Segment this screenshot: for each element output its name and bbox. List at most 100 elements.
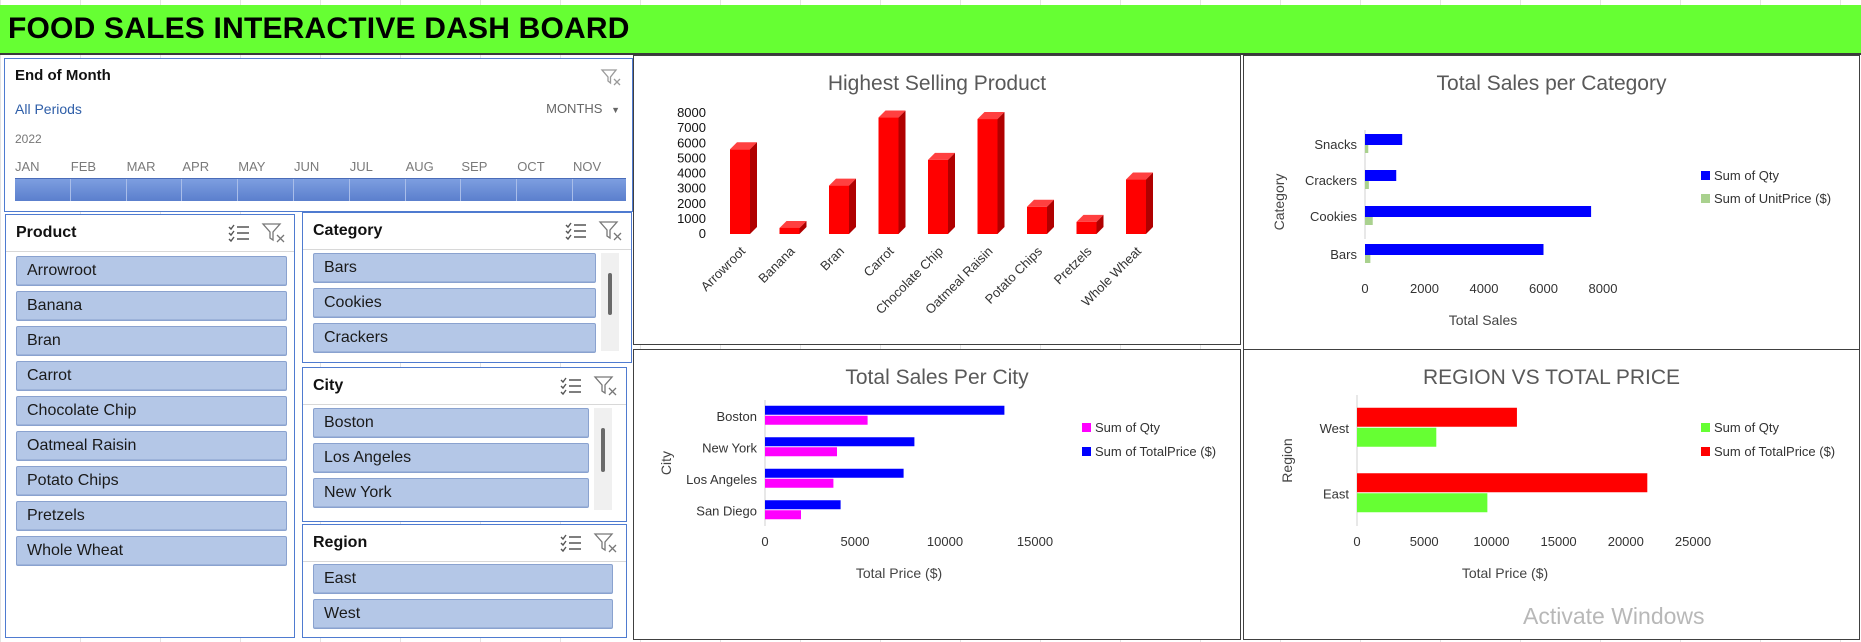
bar-chart-svg: 0 5000 10000 15000 San Diego Los Angeles New Y… <box>658 400 1216 581</box>
multi-select-icon[interactable] <box>558 531 584 555</box>
timeline-month[interactable]: APR <box>182 159 210 174</box>
x-tick-label: 10000 <box>927 534 963 549</box>
slicer-header: Category <box>303 213 631 250</box>
bar <box>765 405 1005 415</box>
slicer-item[interactable]: Cookies <box>313 288 596 318</box>
slicer-item[interactable]: Potato Chips <box>16 466 287 496</box>
y-tick-label: 6000 <box>677 135 706 150</box>
bar <box>1365 145 1369 153</box>
slicer-item[interactable]: Banana <box>16 291 287 321</box>
multi-select-icon[interactable] <box>558 374 584 398</box>
bar-side <box>750 142 757 234</box>
chart-region-vs-total-price[interactable]: REGION VS TOTAL PRICE 0 5000 10000 15000 200… <box>1243 349 1860 640</box>
x-tick-label: 20000 <box>1608 534 1644 549</box>
x-tick-label: 10000 <box>1473 534 1509 549</box>
timeline-month-divider <box>516 179 518 201</box>
x-axis-title: Total Price ($) <box>856 565 942 581</box>
timeline-month-divider <box>237 179 239 201</box>
slicer-item[interactable]: Arrowroot <box>16 256 287 286</box>
slicer-item[interactable]: Whole Wheat <box>16 536 287 566</box>
timeline-month[interactable]: OCT <box>517 159 545 174</box>
bar <box>1365 134 1403 145</box>
timeline-slicer[interactable]: End of Month All Periods MONTHS ▼ 2022 J… <box>4 58 633 212</box>
timeline-month[interactable]: SEP <box>461 159 488 174</box>
slicer-item[interactable]: East <box>313 564 613 594</box>
bar-front <box>1126 179 1146 234</box>
slicer-item[interactable]: Chocolate Chip <box>16 396 287 426</box>
timeline-month-divider <box>460 179 462 201</box>
multi-select-icon[interactable] <box>563 219 589 243</box>
bar-side <box>898 110 906 234</box>
timeline-month[interactable]: NOV <box>573 159 602 174</box>
timeline-month-divider <box>125 179 127 201</box>
timeline-month-divider <box>293 179 294 201</box>
bar <box>1365 255 1371 263</box>
slicer-item[interactable]: Crackers <box>313 323 596 353</box>
timeline-month[interactable]: JUL <box>349 159 373 174</box>
x-tick-label: Pretzels <box>1051 243 1095 287</box>
slicer-title: Category <box>313 222 383 239</box>
timeline-selection-bar[interactable] <box>15 178 626 201</box>
x-tick-label: 5000 <box>841 534 870 549</box>
bar <box>765 447 837 457</box>
legend-swatch <box>1082 447 1091 456</box>
clear-filter-icon[interactable] <box>592 374 618 398</box>
multi-select-icon[interactable] <box>226 221 252 245</box>
scrollbar-thumb[interactable] <box>601 428 605 472</box>
slicer-item[interactable]: Los Angeles <box>313 443 589 473</box>
clear-filter-icon[interactable] <box>260 221 286 245</box>
clear-filter-icon[interactable] <box>600 67 622 87</box>
y-tick-label: 0 <box>699 226 706 241</box>
y-tick-label: Bars <box>1330 247 1357 262</box>
timeline-month[interactable]: JAN <box>15 159 40 174</box>
y-axis-title: City <box>658 451 674 475</box>
chart-title: REGION VS TOTAL PRICE <box>1422 366 1681 389</box>
scrollbar-thumb[interactable] <box>608 273 612 315</box>
region-slicer: Region East West <box>302 524 627 638</box>
y-tick-label: West <box>1320 421 1350 436</box>
x-tick-label: 2000 <box>1410 281 1439 296</box>
timeline-month[interactable]: MAR <box>126 159 156 174</box>
y-tick-label: 5000 <box>677 150 706 165</box>
chart-total-sales-per-category[interactable]: Total Sales per Category 0 2000 4000 6000 80… <box>1243 55 1860 350</box>
slicer-item[interactable]: Carrot <box>16 361 287 391</box>
slicer-item[interactable]: West <box>313 599 613 629</box>
dashboard-title: FOOD SALES INTERACTIVE DASH BOARD <box>8 12 630 45</box>
chart-title: Highest Selling Product <box>827 72 1047 95</box>
chart-total-sales-per-city[interactable]: Total Sales Per City 0 5000 10000 15000 San … <box>633 349 1241 640</box>
slicer-item[interactable]: Boston <box>313 408 589 438</box>
bar-side <box>799 220 807 234</box>
y-axis-title: Region <box>1279 438 1295 482</box>
legend-swatch <box>1701 194 1710 203</box>
category-scrollbar[interactable] <box>601 253 619 351</box>
timeline-level-dropdown[interactable]: MONTHS ▼ <box>546 101 620 116</box>
y-tick-label: Cookies <box>1310 209 1357 224</box>
y-tick-label: Snacks <box>1314 137 1357 152</box>
slicer-item[interactable]: Pretzels <box>16 501 287 531</box>
clear-filter-icon[interactable] <box>597 219 623 243</box>
slicer-item[interactable]: Bars <box>313 253 596 283</box>
city-scrollbar[interactable] <box>594 408 612 510</box>
bar <box>765 510 801 520</box>
bar <box>1126 172 1153 234</box>
clear-filter-icon[interactable] <box>592 531 618 555</box>
x-tick-label: Banana <box>755 243 798 286</box>
timeline-month[interactable]: JUN <box>294 159 320 174</box>
bar-side <box>849 178 856 234</box>
timeline-all-periods[interactable]: All Periods <box>15 101 82 117</box>
timeline-month[interactable]: FEB <box>70 159 97 174</box>
x-tick-label: Carrot <box>860 243 896 279</box>
slicer-item[interactable]: Oatmeal Raisin <box>16 431 287 461</box>
chart-title: Total Sales Per City <box>845 366 1029 389</box>
category-slicer: Category Bars Cookies Crackers <box>302 212 632 363</box>
timeline-month[interactable]: AUG <box>405 159 434 174</box>
bar <box>765 415 868 425</box>
timeline-month[interactable]: MAY <box>238 159 266 174</box>
slicer-title: Product <box>16 224 77 241</box>
chart-highest-selling-product[interactable]: Highest Selling Product 0 1000 2000 3000 400… <box>633 55 1241 345</box>
slicer-item[interactable]: Bran <box>16 326 287 356</box>
x-tick-label: Bran <box>817 244 847 274</box>
bar-front <box>1076 221 1097 234</box>
slicer-item[interactable]: New York <box>313 478 589 508</box>
